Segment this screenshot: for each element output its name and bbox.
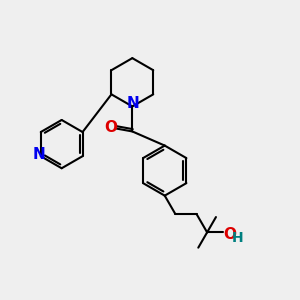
Text: N: N [127,96,140,111]
Text: N: N [33,147,45,162]
Text: O: O [104,119,117,134]
Text: H: H [232,231,244,245]
Text: O: O [223,227,236,242]
